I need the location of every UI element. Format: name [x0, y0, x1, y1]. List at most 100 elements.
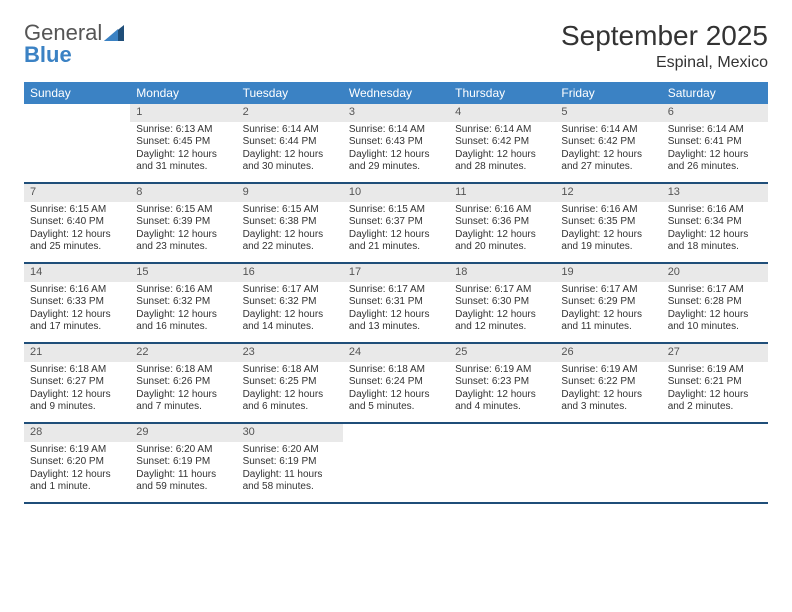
- day-number: 15: [130, 264, 236, 282]
- daylight1-text: Daylight: 12 hours: [455, 389, 549, 402]
- day-cell: 14Sunrise: 6:16 AMSunset: 6:33 PMDayligh…: [24, 264, 130, 342]
- daylight1-text: Daylight: 12 hours: [561, 229, 655, 242]
- sunrise-text: Sunrise: 6:19 AM: [668, 364, 762, 377]
- day-cell: 25Sunrise: 6:19 AMSunset: 6:23 PMDayligh…: [449, 344, 555, 422]
- sunrise-text: Sunrise: 6:19 AM: [30, 444, 124, 457]
- day-header-saturday: Saturday: [662, 82, 768, 104]
- sunset-text: Sunset: 6:36 PM: [455, 216, 549, 229]
- daylight2-text: and 3 minutes.: [561, 401, 655, 414]
- sunrise-text: Sunrise: 6:14 AM: [561, 124, 655, 137]
- daylight1-text: Daylight: 12 hours: [349, 229, 443, 242]
- sunrise-text: Sunrise: 6:18 AM: [136, 364, 230, 377]
- daylight2-text: and 21 minutes.: [349, 241, 443, 254]
- day-number: 12: [555, 184, 661, 202]
- daylight2-text: and 26 minutes.: [668, 161, 762, 174]
- day-body: Sunrise: 6:16 AMSunset: 6:33 PMDaylight:…: [24, 282, 130, 338]
- day-header-friday: Friday: [555, 82, 661, 104]
- day-number: 29: [130, 424, 236, 442]
- day-cell: 18Sunrise: 6:17 AMSunset: 6:30 PMDayligh…: [449, 264, 555, 342]
- day-header-row: Sunday Monday Tuesday Wednesday Thursday…: [24, 82, 768, 104]
- sunset-text: Sunset: 6:19 PM: [136, 456, 230, 469]
- sunrise-text: Sunrise: 6:15 AM: [243, 204, 337, 217]
- logo-triangle-icon: [104, 25, 124, 41]
- day-cell: 8Sunrise: 6:15 AMSunset: 6:39 PMDaylight…: [130, 184, 236, 262]
- daylight2-text: and 31 minutes.: [136, 161, 230, 174]
- daylight1-text: Daylight: 12 hours: [455, 149, 549, 162]
- daylight2-text: and 12 minutes.: [455, 321, 549, 334]
- day-body: Sunrise: 6:14 AMSunset: 6:41 PMDaylight:…: [662, 122, 768, 178]
- sunrise-text: Sunrise: 6:20 AM: [136, 444, 230, 457]
- daylight2-text: and 28 minutes.: [455, 161, 549, 174]
- day-cell: 30Sunrise: 6:20 AMSunset: 6:19 PMDayligh…: [237, 424, 343, 502]
- sunset-text: Sunset: 6:44 PM: [243, 136, 337, 149]
- sunset-text: Sunset: 6:34 PM: [668, 216, 762, 229]
- day-number: 27: [662, 344, 768, 362]
- day-number: 20: [662, 264, 768, 282]
- day-body: Sunrise: 6:19 AMSunset: 6:21 PMDaylight:…: [662, 362, 768, 418]
- daylight1-text: Daylight: 12 hours: [561, 149, 655, 162]
- daylight1-text: Daylight: 12 hours: [243, 309, 337, 322]
- sunset-text: Sunset: 6:24 PM: [349, 376, 443, 389]
- day-cell: 11Sunrise: 6:16 AMSunset: 6:36 PMDayligh…: [449, 184, 555, 262]
- daylight2-text: and 11 minutes.: [561, 321, 655, 334]
- daylight2-text: and 1 minute.: [30, 481, 124, 494]
- day-number: 18: [449, 264, 555, 282]
- daylight2-text: and 2 minutes.: [668, 401, 762, 414]
- sunrise-text: Sunrise: 6:17 AM: [561, 284, 655, 297]
- daylight1-text: Daylight: 12 hours: [455, 309, 549, 322]
- week-row: 28Sunrise: 6:19 AMSunset: 6:20 PMDayligh…: [24, 424, 768, 504]
- daylight1-text: Daylight: 12 hours: [30, 309, 124, 322]
- daylight2-text: and 20 minutes.: [455, 241, 549, 254]
- day-cell: 16Sunrise: 6:17 AMSunset: 6:32 PMDayligh…: [237, 264, 343, 342]
- daylight1-text: Daylight: 12 hours: [30, 389, 124, 402]
- sunset-text: Sunset: 6:30 PM: [455, 296, 549, 309]
- day-cell: 13Sunrise: 6:16 AMSunset: 6:34 PMDayligh…: [662, 184, 768, 262]
- day-number: 26: [555, 344, 661, 362]
- day-cell: 7Sunrise: 6:15 AMSunset: 6:40 PMDaylight…: [24, 184, 130, 262]
- sunset-text: Sunset: 6:25 PM: [243, 376, 337, 389]
- day-number: 25: [449, 344, 555, 362]
- day-cell: 24Sunrise: 6:18 AMSunset: 6:24 PMDayligh…: [343, 344, 449, 422]
- day-cell: 3Sunrise: 6:14 AMSunset: 6:43 PMDaylight…: [343, 104, 449, 182]
- week-row: 14Sunrise: 6:16 AMSunset: 6:33 PMDayligh…: [24, 264, 768, 344]
- day-cell: 21Sunrise: 6:18 AMSunset: 6:27 PMDayligh…: [24, 344, 130, 422]
- sunrise-text: Sunrise: 6:16 AM: [455, 204, 549, 217]
- sunset-text: Sunset: 6:33 PM: [30, 296, 124, 309]
- day-number: [555, 424, 661, 442]
- title-block: September 2025 Espinal, Mexico: [561, 20, 768, 72]
- day-cell: 27Sunrise: 6:19 AMSunset: 6:21 PMDayligh…: [662, 344, 768, 422]
- daylight1-text: Daylight: 12 hours: [668, 309, 762, 322]
- daylight2-text: and 9 minutes.: [30, 401, 124, 414]
- day-cell: 15Sunrise: 6:16 AMSunset: 6:32 PMDayligh…: [130, 264, 236, 342]
- daylight1-text: Daylight: 12 hours: [136, 229, 230, 242]
- sunrise-text: Sunrise: 6:17 AM: [349, 284, 443, 297]
- daylight2-text: and 23 minutes.: [136, 241, 230, 254]
- day-number: 30: [237, 424, 343, 442]
- sunset-text: Sunset: 6:41 PM: [668, 136, 762, 149]
- daylight2-text: and 58 minutes.: [243, 481, 337, 494]
- sunset-text: Sunset: 6:21 PM: [668, 376, 762, 389]
- day-body: Sunrise: 6:17 AMSunset: 6:28 PMDaylight:…: [662, 282, 768, 338]
- day-body: Sunrise: 6:18 AMSunset: 6:24 PMDaylight:…: [343, 362, 449, 418]
- sunrise-text: Sunrise: 6:13 AM: [136, 124, 230, 137]
- sunrise-text: Sunrise: 6:15 AM: [136, 204, 230, 217]
- day-header-tuesday: Tuesday: [237, 82, 343, 104]
- daylight1-text: Daylight: 12 hours: [30, 469, 124, 482]
- day-body: Sunrise: 6:15 AMSunset: 6:40 PMDaylight:…: [24, 202, 130, 258]
- day-body: Sunrise: 6:16 AMSunset: 6:36 PMDaylight:…: [449, 202, 555, 258]
- sunset-text: Sunset: 6:42 PM: [455, 136, 549, 149]
- sunrise-text: Sunrise: 6:17 AM: [668, 284, 762, 297]
- sunrise-text: Sunrise: 6:20 AM: [243, 444, 337, 457]
- daylight1-text: Daylight: 12 hours: [668, 389, 762, 402]
- daylight1-text: Daylight: 12 hours: [561, 389, 655, 402]
- daylight2-text: and 4 minutes.: [455, 401, 549, 414]
- daylight2-text: and 30 minutes.: [243, 161, 337, 174]
- day-header-monday: Monday: [130, 82, 236, 104]
- day-body: Sunrise: 6:19 AMSunset: 6:20 PMDaylight:…: [24, 442, 130, 498]
- day-number: 9: [237, 184, 343, 202]
- week-row: 21Sunrise: 6:18 AMSunset: 6:27 PMDayligh…: [24, 344, 768, 424]
- day-number: 21: [24, 344, 130, 362]
- sunrise-text: Sunrise: 6:16 AM: [668, 204, 762, 217]
- location-label: Espinal, Mexico: [561, 54, 768, 72]
- daylight2-text: and 27 minutes.: [561, 161, 655, 174]
